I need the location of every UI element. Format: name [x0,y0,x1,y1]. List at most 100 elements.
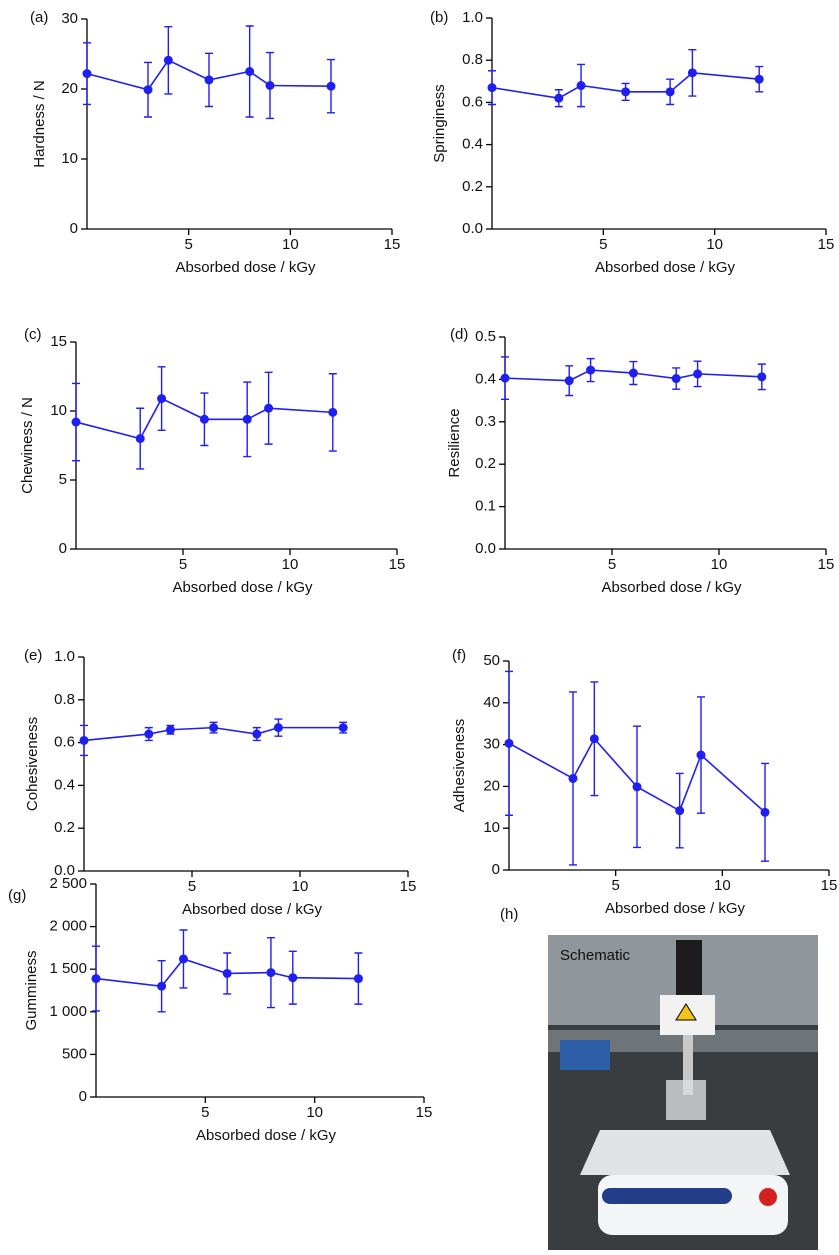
y-tick-label: 30 [61,10,78,27]
photo-panel: Schematic (h) [500,906,818,1250]
data-point [79,735,89,745]
data-point [564,376,574,386]
y-tick-label: 0.3 [475,413,496,430]
data-point [288,973,298,983]
x-tick-label: 5 [188,878,196,895]
chart: 0.0 0.2 0.4 0.6 0.8 1.0 5 10 15 Absorbed dose / k… [430,9,834,276]
data-point [568,773,578,783]
data-point [143,85,153,95]
data-point [264,403,274,413]
panel-label: (g) [8,887,26,904]
data-point [199,414,209,424]
data-point [222,968,232,978]
data-point [273,723,283,733]
y-tick-label: 0.0 [462,220,483,237]
photo-button [759,1188,777,1206]
y-tick-label: 15 [50,333,67,350]
x-tick-label: 5 [599,236,607,253]
data-point [266,968,276,978]
y-tick-label: 50 [483,652,500,669]
photo-warning [675,1003,697,1021]
chart: 0.0 0.1 0.2 0.3 0.4 0.5 5 10 15 Absorbed dose / k… [446,326,834,596]
data-point [178,954,188,964]
y-axis-label: Cohesiveness [24,717,41,811]
y-tick-label: 2 000 [49,918,87,935]
y-tick-label: 1.0 [54,648,75,665]
y-axis-label: Resilience [446,408,463,477]
x-tick-label: 15 [818,236,835,253]
y-tick-label: 2 500 [49,875,87,892]
chart: 0 10 20 30 40 50 5 10 15 Absorbed dose / kGy Adhes… [451,647,837,917]
y-tick-label: 0 [70,220,78,237]
x-tick-label: 5 [184,236,192,253]
chart: 0.0 0.2 0.4 0.6 0.8 1.0 5 10 15 Absorbed dose / k… [24,647,416,918]
data-point [696,750,706,760]
data-point [621,87,631,97]
data-point [265,81,275,90]
y-tick-label: 30 [483,736,500,753]
data-point [353,974,363,984]
y-tick-label: 1 000 [49,1003,87,1020]
y-tick-label: 0 [79,1088,87,1105]
y-tick-label: 0.0 [54,862,75,879]
y-tick-label: 0 [59,540,67,557]
data-point [754,74,764,84]
y-tick-label: 0.8 [462,51,483,68]
x-tick-label: 10 [292,878,309,895]
data-point [586,365,596,375]
x-tick-label: 15 [389,556,406,573]
data-point [338,723,348,733]
data-point [209,723,219,733]
y-tick-label: 0.2 [54,819,75,836]
data-point [628,368,638,378]
data-point [554,93,564,103]
x-tick-label: 10 [711,556,728,573]
y-tick-label: 1.0 [462,9,483,26]
data-point [252,729,262,739]
x-tick-label: 10 [706,236,723,253]
x-axis-label: Absorbed dose / kGy [196,1127,337,1144]
x-tick-label: 15 [818,556,835,573]
x-axis-label: Absorbed dose / kGy [175,259,316,276]
y-tick-label: 0.2 [475,455,496,472]
x-tick-label: 10 [306,1104,323,1121]
y-tick-label: 0.8 [54,691,75,708]
photo-caption: Schematic [560,947,631,964]
data-point [326,81,336,91]
x-axis-label: Absorbed dose / kGy [601,579,742,596]
y-tick-label: 0 [492,861,500,878]
y-tick-label: 0.0 [475,540,496,557]
data-point [91,974,101,984]
y-tick-label: 10 [61,150,78,167]
x-axis-label: Absorbed dose / kGy [605,900,746,917]
photo-beaker [666,1080,706,1120]
y-axis-label: Chewiness / N [19,397,36,494]
data-point [671,374,681,384]
y-tick-label: 0.4 [475,370,496,387]
data-point [82,69,92,79]
y-axis-label: Hardness / N [31,80,48,168]
x-tick-label: 15 [821,877,838,894]
photo-base-top [580,1130,790,1175]
photo-box [560,1040,610,1070]
photo-probe [683,1035,693,1095]
x-tick-label: 15 [384,236,401,253]
panel-label: (h) [500,906,518,923]
y-tick-label: 0.4 [54,776,75,793]
data-point [245,67,255,76]
data-point [71,417,81,427]
y-tick-label: 10 [483,819,500,836]
y-tick-label: 20 [483,777,500,794]
x-tick-label: 10 [282,556,299,573]
x-tick-label: 5 [179,556,187,573]
panel-label: (a) [30,9,48,26]
data-point [204,75,214,85]
data-point [693,369,703,379]
x-tick-label: 10 [282,236,299,253]
chart: 0 10 20 30 5 10 15 Absorbed dose / kGy Hardness … [30,9,400,276]
data-point [760,807,770,817]
chart: 0 500 1 000 1 500 2 000 2 500 5 10 15 Absorbed do… [8,875,432,1144]
y-axis-label: Springiness [431,84,448,162]
x-axis-label: Absorbed dose / kGy [172,579,313,596]
photo-column [676,940,702,1000]
